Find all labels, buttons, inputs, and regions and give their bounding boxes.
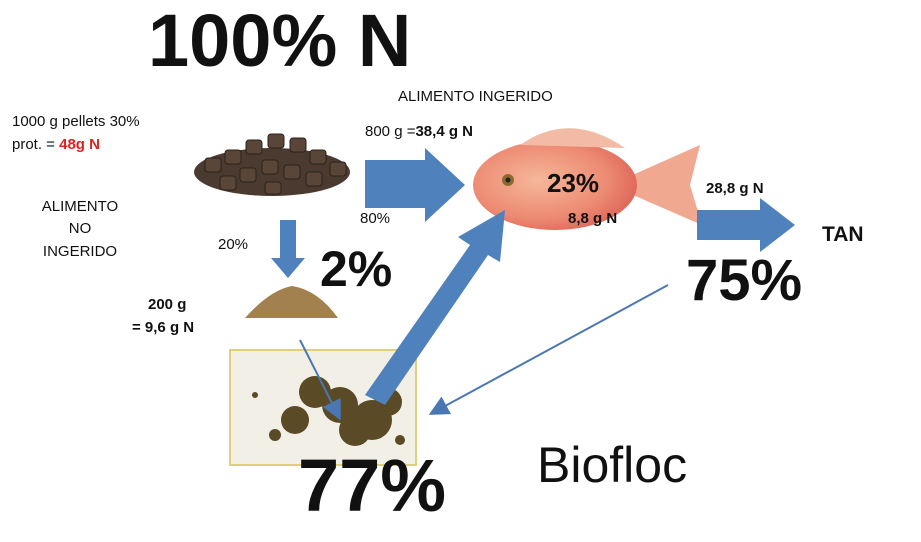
fish-image xyxy=(473,128,702,230)
fish-nitrogen: 8,8 g N xyxy=(568,210,617,227)
arrow xyxy=(428,284,669,415)
pellets-prefix: prot. = xyxy=(12,136,59,153)
feed-pile xyxy=(245,286,338,318)
arrow xyxy=(697,198,795,252)
not-ingested-amount: 200 g xyxy=(148,296,186,313)
excretion-nitrogen: 28,8 g N xyxy=(706,180,764,197)
biofloc-percent: 77% xyxy=(298,444,446,527)
not-ingested-nitrogen: = 9,6 g N xyxy=(132,319,194,336)
arrow xyxy=(271,220,305,278)
arrow xyxy=(299,339,341,421)
tan-percent: 75% xyxy=(686,248,802,313)
tan-label: TAN xyxy=(822,223,864,246)
not-ingested-label: NO xyxy=(69,220,92,237)
fish-percent: 23% xyxy=(547,168,599,198)
title: 100% N xyxy=(148,0,411,82)
ingested-percent: 80% xyxy=(360,210,390,227)
ingested-nitrogen: 38,4 g N xyxy=(415,123,473,140)
pellets-label: prot. = 48g N xyxy=(12,136,100,153)
arrow xyxy=(365,148,465,222)
ingested-prefix: 800 g = xyxy=(365,123,416,140)
ingested-amount: 800 g =38,4 g N xyxy=(365,123,473,140)
arrow xyxy=(365,210,505,405)
not-ingested-label: INGERIDO xyxy=(43,243,117,260)
pellets-nitrogen: 48g N xyxy=(59,136,100,153)
pellets-label: 1000 g pellets 30% xyxy=(12,113,140,130)
not-ingested-percent: 20% xyxy=(218,236,248,253)
biofloc-label: Biofloc xyxy=(537,437,687,493)
not-ingested-label: ALIMENTO xyxy=(42,198,118,215)
pellets-image xyxy=(194,133,350,196)
ingested-label: ALIMENTO INGERIDO xyxy=(398,88,553,105)
retained-percent: 2% xyxy=(320,241,392,297)
